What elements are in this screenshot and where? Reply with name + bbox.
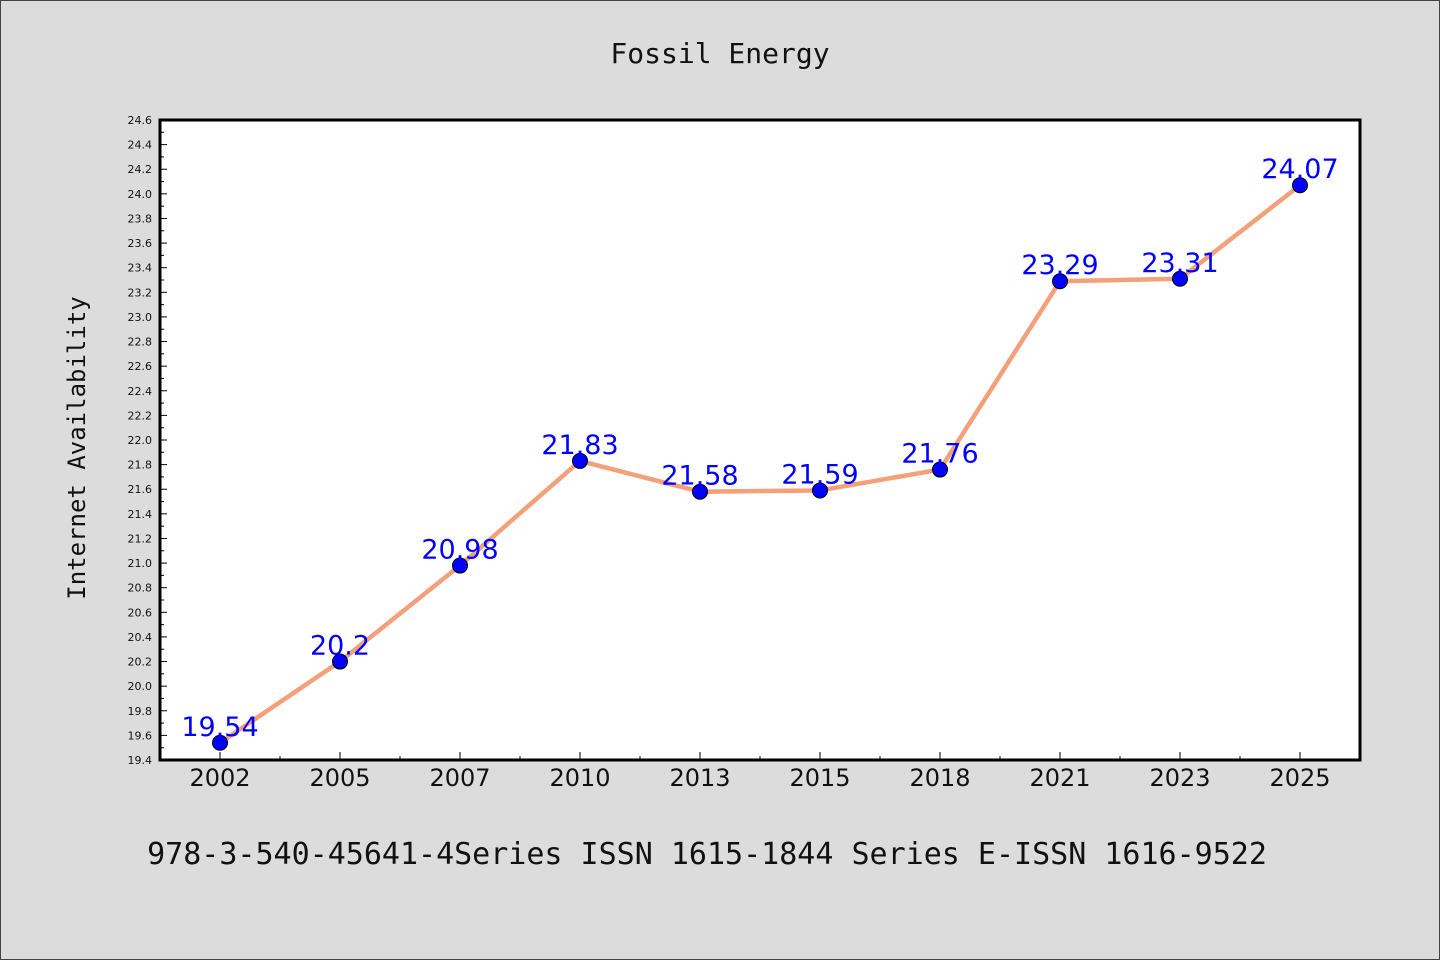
- y-tick-label: 22.6: [128, 360, 153, 373]
- y-tick-label: 22.8: [128, 336, 153, 349]
- x-tick-label: 2002: [189, 764, 250, 792]
- series-markers: [212, 177, 1308, 751]
- chart-title: Fossil Energy: [610, 37, 829, 70]
- data-point-marker: [452, 557, 468, 574]
- data-point-label: 21.58: [661, 461, 738, 492]
- y-tick-label: 19.6: [128, 729, 153, 742]
- data-point-marker: [572, 452, 588, 469]
- y-tick-label: 20.0: [128, 680, 153, 693]
- series-line-group: [217, 182, 1303, 746]
- data-point-marker: [932, 461, 948, 478]
- data-point-label: 20.2: [310, 631, 370, 662]
- y-tick-label: 22.4: [128, 385, 153, 398]
- y-tick-label: 24.6: [128, 114, 153, 127]
- x-tick-label: 2025: [1269, 764, 1330, 792]
- y-tick-label: 22.0: [128, 434, 153, 447]
- series-line: [217, 182, 1303, 746]
- data-point-marker: [1052, 273, 1068, 290]
- data-point-marker: [812, 482, 828, 499]
- y-tick-label: 24.2: [128, 163, 153, 176]
- y-tick-label: 19.4: [128, 754, 153, 767]
- data-point-marker: [332, 653, 348, 670]
- data-point-label: 23.31: [1141, 248, 1218, 279]
- y-tick-label: 23.2: [128, 286, 153, 299]
- data-labels: 19.54 20.2 20.98 21.83 21.58 21.59 21.76 23.29 2…: [181, 154, 1338, 743]
- y-tick-label: 20.4: [128, 631, 153, 644]
- x-tick-label: 2023: [1149, 764, 1210, 792]
- data-point-label: 21.76: [901, 439, 978, 470]
- y-tick-label: 19.8: [128, 705, 153, 718]
- x-tick-label: 2010: [549, 764, 610, 792]
- plot-area: [158, 118, 1362, 762]
- y-tick-label: 21.8: [128, 459, 153, 472]
- y-tick-label: 21.2: [128, 532, 153, 545]
- y-tick-label: 20.2: [128, 656, 153, 669]
- data-point-label: 21.59: [781, 459, 858, 490]
- y-tick-label: 23.4: [128, 262, 153, 275]
- data-point-label: 23.29: [1021, 250, 1098, 281]
- data-point-marker: [692, 483, 708, 500]
- y-tick-label: 23.6: [128, 237, 153, 250]
- y-axis-label: Internet Availability: [63, 296, 91, 599]
- x-tick-label: 2018: [909, 764, 970, 792]
- y-tick-label: 22.2: [128, 409, 153, 422]
- x-tick-label: 2021: [1029, 764, 1090, 792]
- data-point-label: 21.83: [541, 430, 618, 461]
- y-axis: 19.4 19.6 19.8 20.0 20.2 20.4 20.6 20.8 21.0 21.2…: [128, 114, 167, 767]
- y-tick-label: 24.4: [128, 139, 153, 152]
- y-tick-label: 20.6: [128, 606, 153, 619]
- isbn-caption: 978-3-540-45641-4Series ISSN 1615-1844 S…: [147, 837, 1267, 872]
- x-tick-label: 2005: [309, 764, 370, 792]
- x-axis: 2002 2005 2007 2010 2013 2015 2018 2021 2023 2025: [189, 752, 1331, 792]
- data-point-label: 20.98: [421, 535, 498, 566]
- y-tick-label: 21.6: [128, 483, 153, 496]
- data-point-marker: [1292, 177, 1308, 194]
- data-point-label: 24.07: [1261, 154, 1338, 185]
- data-point-label: 19.54: [181, 712, 258, 743]
- y-tick-label: 23.0: [128, 311, 153, 324]
- y-tick-label: 20.8: [128, 582, 153, 595]
- data-point-marker: [1172, 270, 1188, 287]
- y-tick-label: 21.0: [128, 557, 153, 570]
- x-tick-label: 2013: [669, 764, 730, 792]
- data-point-marker: [212, 734, 228, 751]
- y-tick-label: 24.0: [128, 188, 153, 201]
- y-tick-label: 23.8: [128, 212, 153, 225]
- x-tick-label: 2015: [789, 764, 850, 792]
- x-tick-label: 2007: [429, 764, 490, 792]
- y-tick-label: 21.4: [128, 508, 153, 521]
